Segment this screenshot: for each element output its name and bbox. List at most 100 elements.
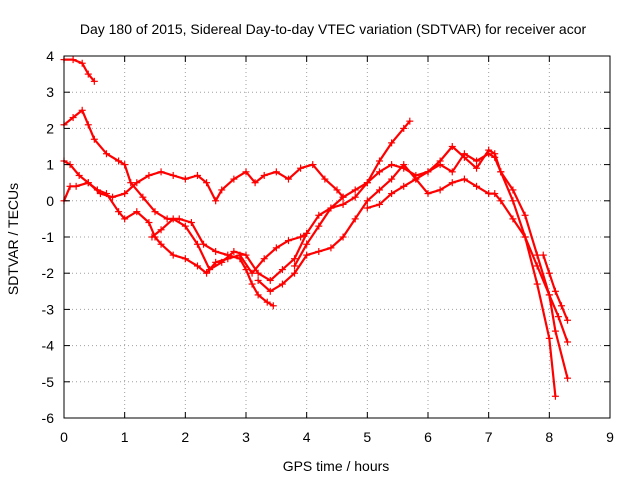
data-point	[388, 175, 396, 183]
data-point	[291, 262, 299, 270]
data-point	[400, 124, 408, 132]
data-point	[509, 215, 517, 223]
data-point	[400, 182, 408, 190]
data-point	[72, 182, 80, 190]
data-point	[278, 280, 286, 288]
data-point	[121, 215, 129, 223]
data-point	[388, 139, 396, 147]
x-tick-label: 2	[181, 429, 189, 445]
data-point	[157, 168, 165, 176]
data-point	[272, 244, 280, 252]
data-point	[315, 247, 323, 255]
data-point	[473, 182, 481, 190]
data-point	[521, 233, 529, 241]
data-point	[509, 186, 517, 194]
y-tick-label: -4	[42, 338, 55, 354]
data-point	[485, 146, 493, 154]
data-point	[315, 222, 323, 230]
data-series-arc-5	[148, 117, 414, 284]
data-point	[400, 164, 408, 172]
data-point	[102, 150, 110, 158]
data-point	[151, 208, 159, 216]
data-point	[121, 161, 129, 169]
data-point	[278, 266, 286, 274]
data-point	[218, 186, 226, 194]
x-tick-label: 4	[303, 429, 311, 445]
data-point	[200, 240, 208, 248]
data-point	[327, 244, 335, 252]
data-point	[148, 233, 156, 241]
x-tick-label: 0	[60, 429, 68, 445]
data-point	[284, 175, 292, 183]
data-point	[78, 59, 86, 67]
data-point	[309, 161, 317, 169]
data-point	[436, 186, 444, 194]
y-tick-label: -2	[42, 265, 55, 281]
data-point	[351, 215, 359, 223]
data-point	[260, 255, 268, 263]
data-point	[424, 190, 432, 198]
data-point	[388, 190, 396, 198]
data-point	[460, 175, 468, 183]
y-tick-label: -1	[42, 229, 55, 245]
data-point	[254, 276, 262, 284]
data-point	[242, 251, 250, 259]
data-point	[203, 269, 211, 277]
data-point	[297, 233, 305, 241]
data-point	[351, 193, 359, 201]
data-point	[303, 229, 311, 237]
data-series-arc-3	[60, 161, 347, 205]
data-point	[363, 179, 371, 187]
data-series-arc-2	[60, 106, 277, 310]
data-point	[554, 313, 562, 321]
data-point	[564, 374, 572, 382]
axis-layer: 0 1 2 3 4 5 6 7 8 9 -6 -5 -4 -3 -2 -1 0 1 2 3 4	[42, 48, 615, 445]
y-tick-label: 4	[46, 48, 54, 64]
data-point	[539, 251, 547, 259]
data-point	[181, 255, 189, 263]
data-point	[169, 171, 177, 179]
x-tick-label: 5	[363, 429, 371, 445]
data-point	[491, 150, 499, 158]
data-point	[145, 171, 153, 179]
data-point	[206, 266, 214, 274]
data-point	[564, 338, 572, 346]
y-tick-label: 0	[46, 193, 54, 209]
data-point	[266, 287, 274, 295]
data-point	[203, 179, 211, 187]
data-point	[297, 164, 305, 172]
data-point	[339, 193, 347, 201]
data-point	[551, 392, 559, 400]
x-tick-label: 9	[606, 429, 614, 445]
x-tick-label: 6	[424, 429, 432, 445]
data-point	[248, 269, 256, 277]
data-point	[315, 211, 323, 219]
data-point	[333, 186, 341, 194]
data-point	[254, 291, 262, 299]
x-tick-label: 7	[485, 429, 493, 445]
y-tick-label: 3	[46, 84, 54, 100]
data-point	[363, 204, 371, 212]
data-point	[533, 280, 541, 288]
data-point	[351, 186, 359, 194]
series-layer	[60, 56, 572, 400]
y-tick-label: -3	[42, 301, 55, 317]
x-tick-label: 8	[545, 429, 553, 445]
data-point	[84, 121, 92, 129]
data-point	[66, 182, 74, 190]
data-point	[75, 171, 83, 179]
data-point	[545, 334, 553, 342]
data-point	[448, 179, 456, 187]
data-point	[448, 143, 456, 150]
data-point	[115, 157, 123, 165]
data-point	[69, 114, 77, 122]
plot-border	[63, 55, 611, 419]
data-point	[90, 77, 98, 85]
data-point	[291, 269, 299, 277]
data-point	[375, 186, 383, 194]
data-point	[551, 287, 559, 295]
data-point	[436, 157, 444, 165]
series-trace-arc-6	[257, 163, 569, 344]
x-tick-label: 1	[121, 429, 129, 445]
